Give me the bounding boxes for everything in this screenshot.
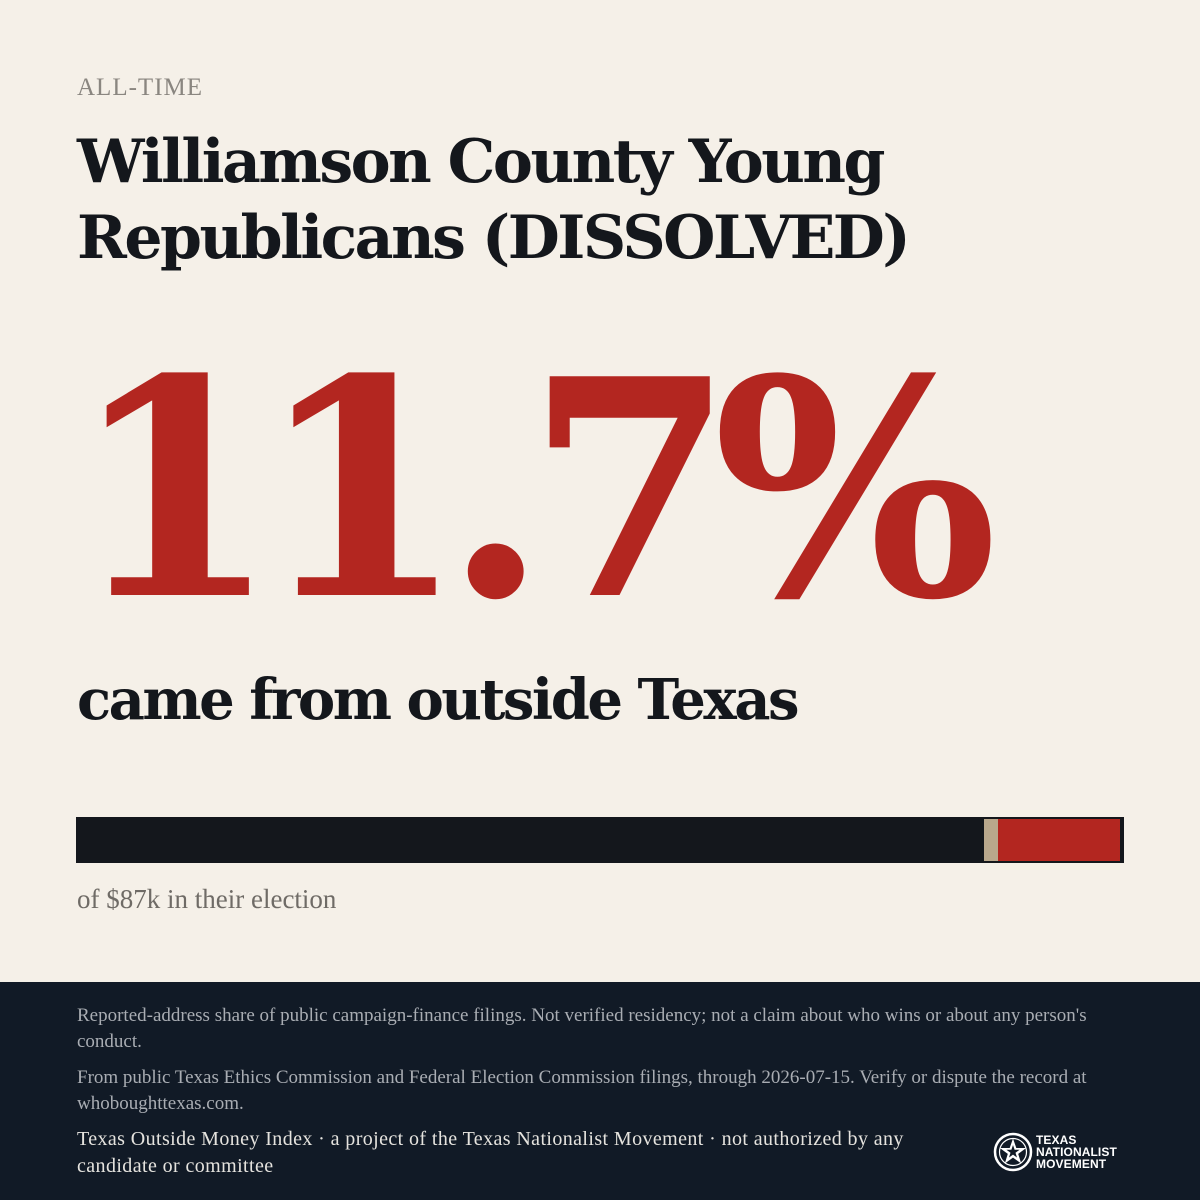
credit-text: Texas Outside Money Index · a project of…	[77, 1128, 904, 1177]
total-amount-caption: of $87k in their election	[77, 884, 337, 914]
time-range-label: ALL-TIME	[77, 74, 204, 101]
inside-texas-segment	[78, 819, 985, 861]
main-panel: ALL-TIME Williamson County Young Republi…	[70, 74, 1124, 914]
logo-line-2: NATIONALIST	[1036, 1145, 1117, 1159]
star-seal-icon	[993, 1132, 1033, 1172]
source-text: From public Texas Ethics Commission and …	[77, 1067, 1087, 1114]
logo-line-3: MOVEMENT	[1036, 1157, 1107, 1171]
funding-share-bar	[76, 817, 1124, 863]
logo-wordmark: TEXAS NATIONALIST MOVEMENT	[1036, 1134, 1117, 1170]
tnm-logo: TEXAS NATIONALIST MOVEMENT	[993, 1131, 1125, 1173]
committee-title: Williamson County Young Republicans (DIS…	[77, 127, 911, 273]
logo-line-1: TEXAS	[1036, 1133, 1077, 1147]
disclaimer-text: Reported-address share of public campaig…	[77, 1005, 1087, 1052]
outside-texas-segment	[997, 819, 1120, 861]
outside-share-stat: 11.7%	[70, 313, 998, 666]
unknown-segment	[984, 819, 998, 861]
stat-caption: came from outside Texas	[77, 667, 800, 733]
